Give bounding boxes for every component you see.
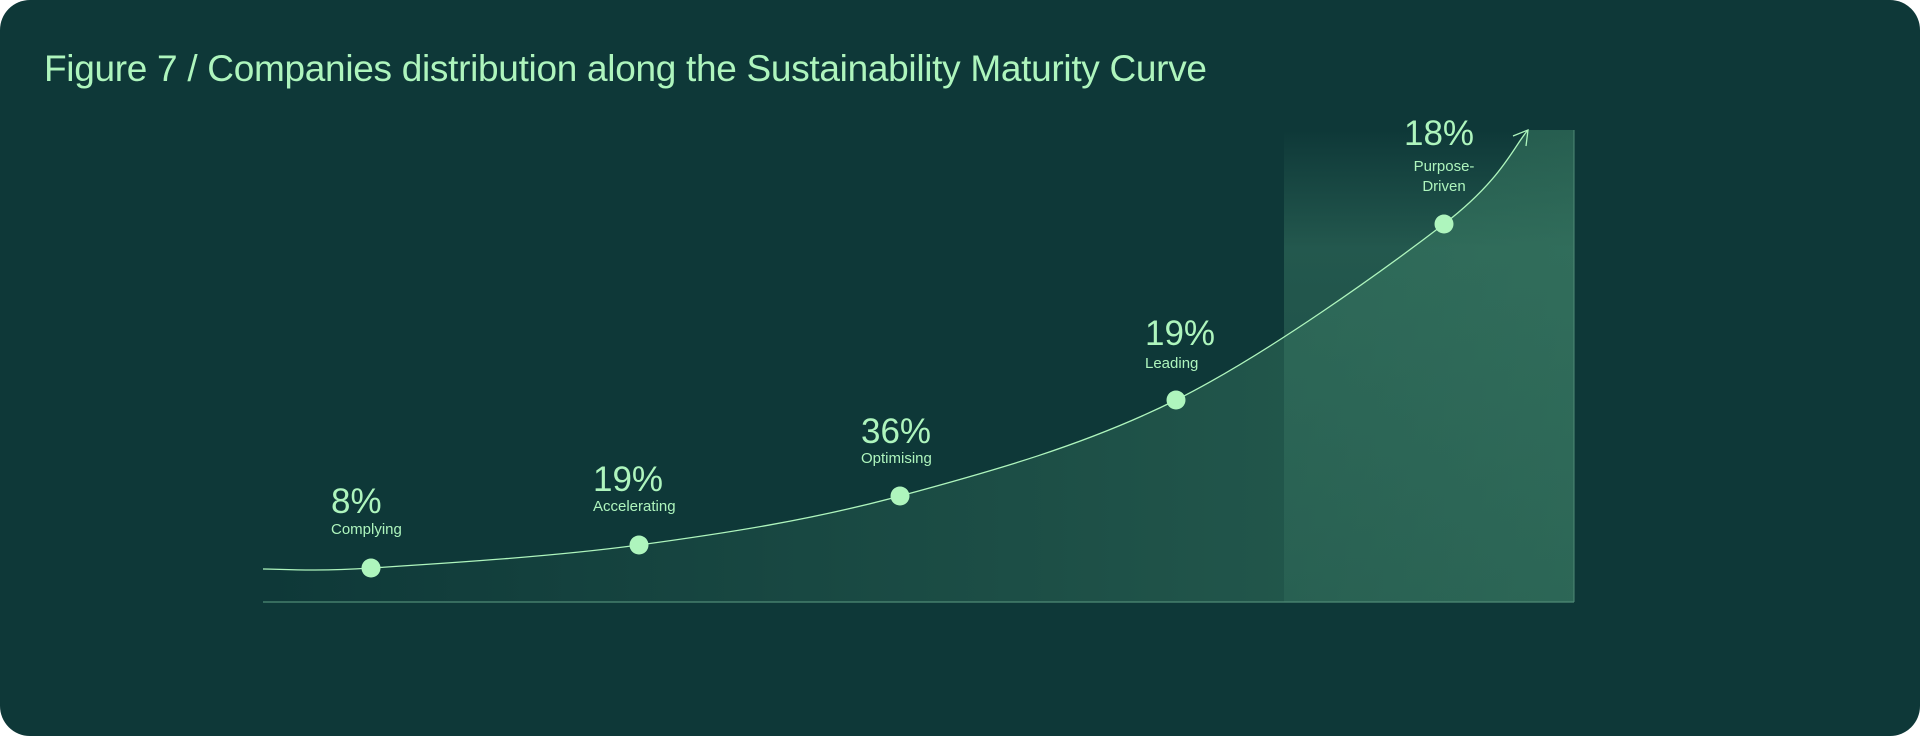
stage-label-line: Accelerating <box>593 498 676 515</box>
stage-label: Complying <box>331 520 402 540</box>
value-label: 18% <box>1404 114 1475 153</box>
highlight-band <box>1284 130 1574 602</box>
value-label: 8% <box>331 482 382 521</box>
data-point <box>1166 390 1186 410</box>
arrow-head-icon <box>1512 128 1529 147</box>
stage-label: Optimising <box>861 449 932 469</box>
stage-label: Accelerating <box>593 497 676 517</box>
stage-label-line: Leading <box>1145 355 1199 372</box>
value-label: 36% <box>861 412 932 451</box>
chart-title: Figure 7 / Companies distribution along … <box>44 48 1207 89</box>
data-point <box>890 486 910 506</box>
stage-label: Leading <box>1145 354 1198 374</box>
value-label: 19% <box>1145 314 1216 353</box>
data-point <box>629 535 649 555</box>
data-point <box>1434 214 1454 234</box>
stage-label: Purpose- Driven <box>1384 157 1504 197</box>
curve-area-fill <box>263 130 1574 602</box>
stage-label-line: Driven <box>1422 178 1466 195</box>
value-label: 19% <box>593 460 664 499</box>
data-point <box>361 558 381 578</box>
stage-label-line: Purpose- <box>1413 158 1475 175</box>
stage-label-line: Complying <box>331 521 402 538</box>
stage-label-line: Optimising <box>861 450 932 467</box>
